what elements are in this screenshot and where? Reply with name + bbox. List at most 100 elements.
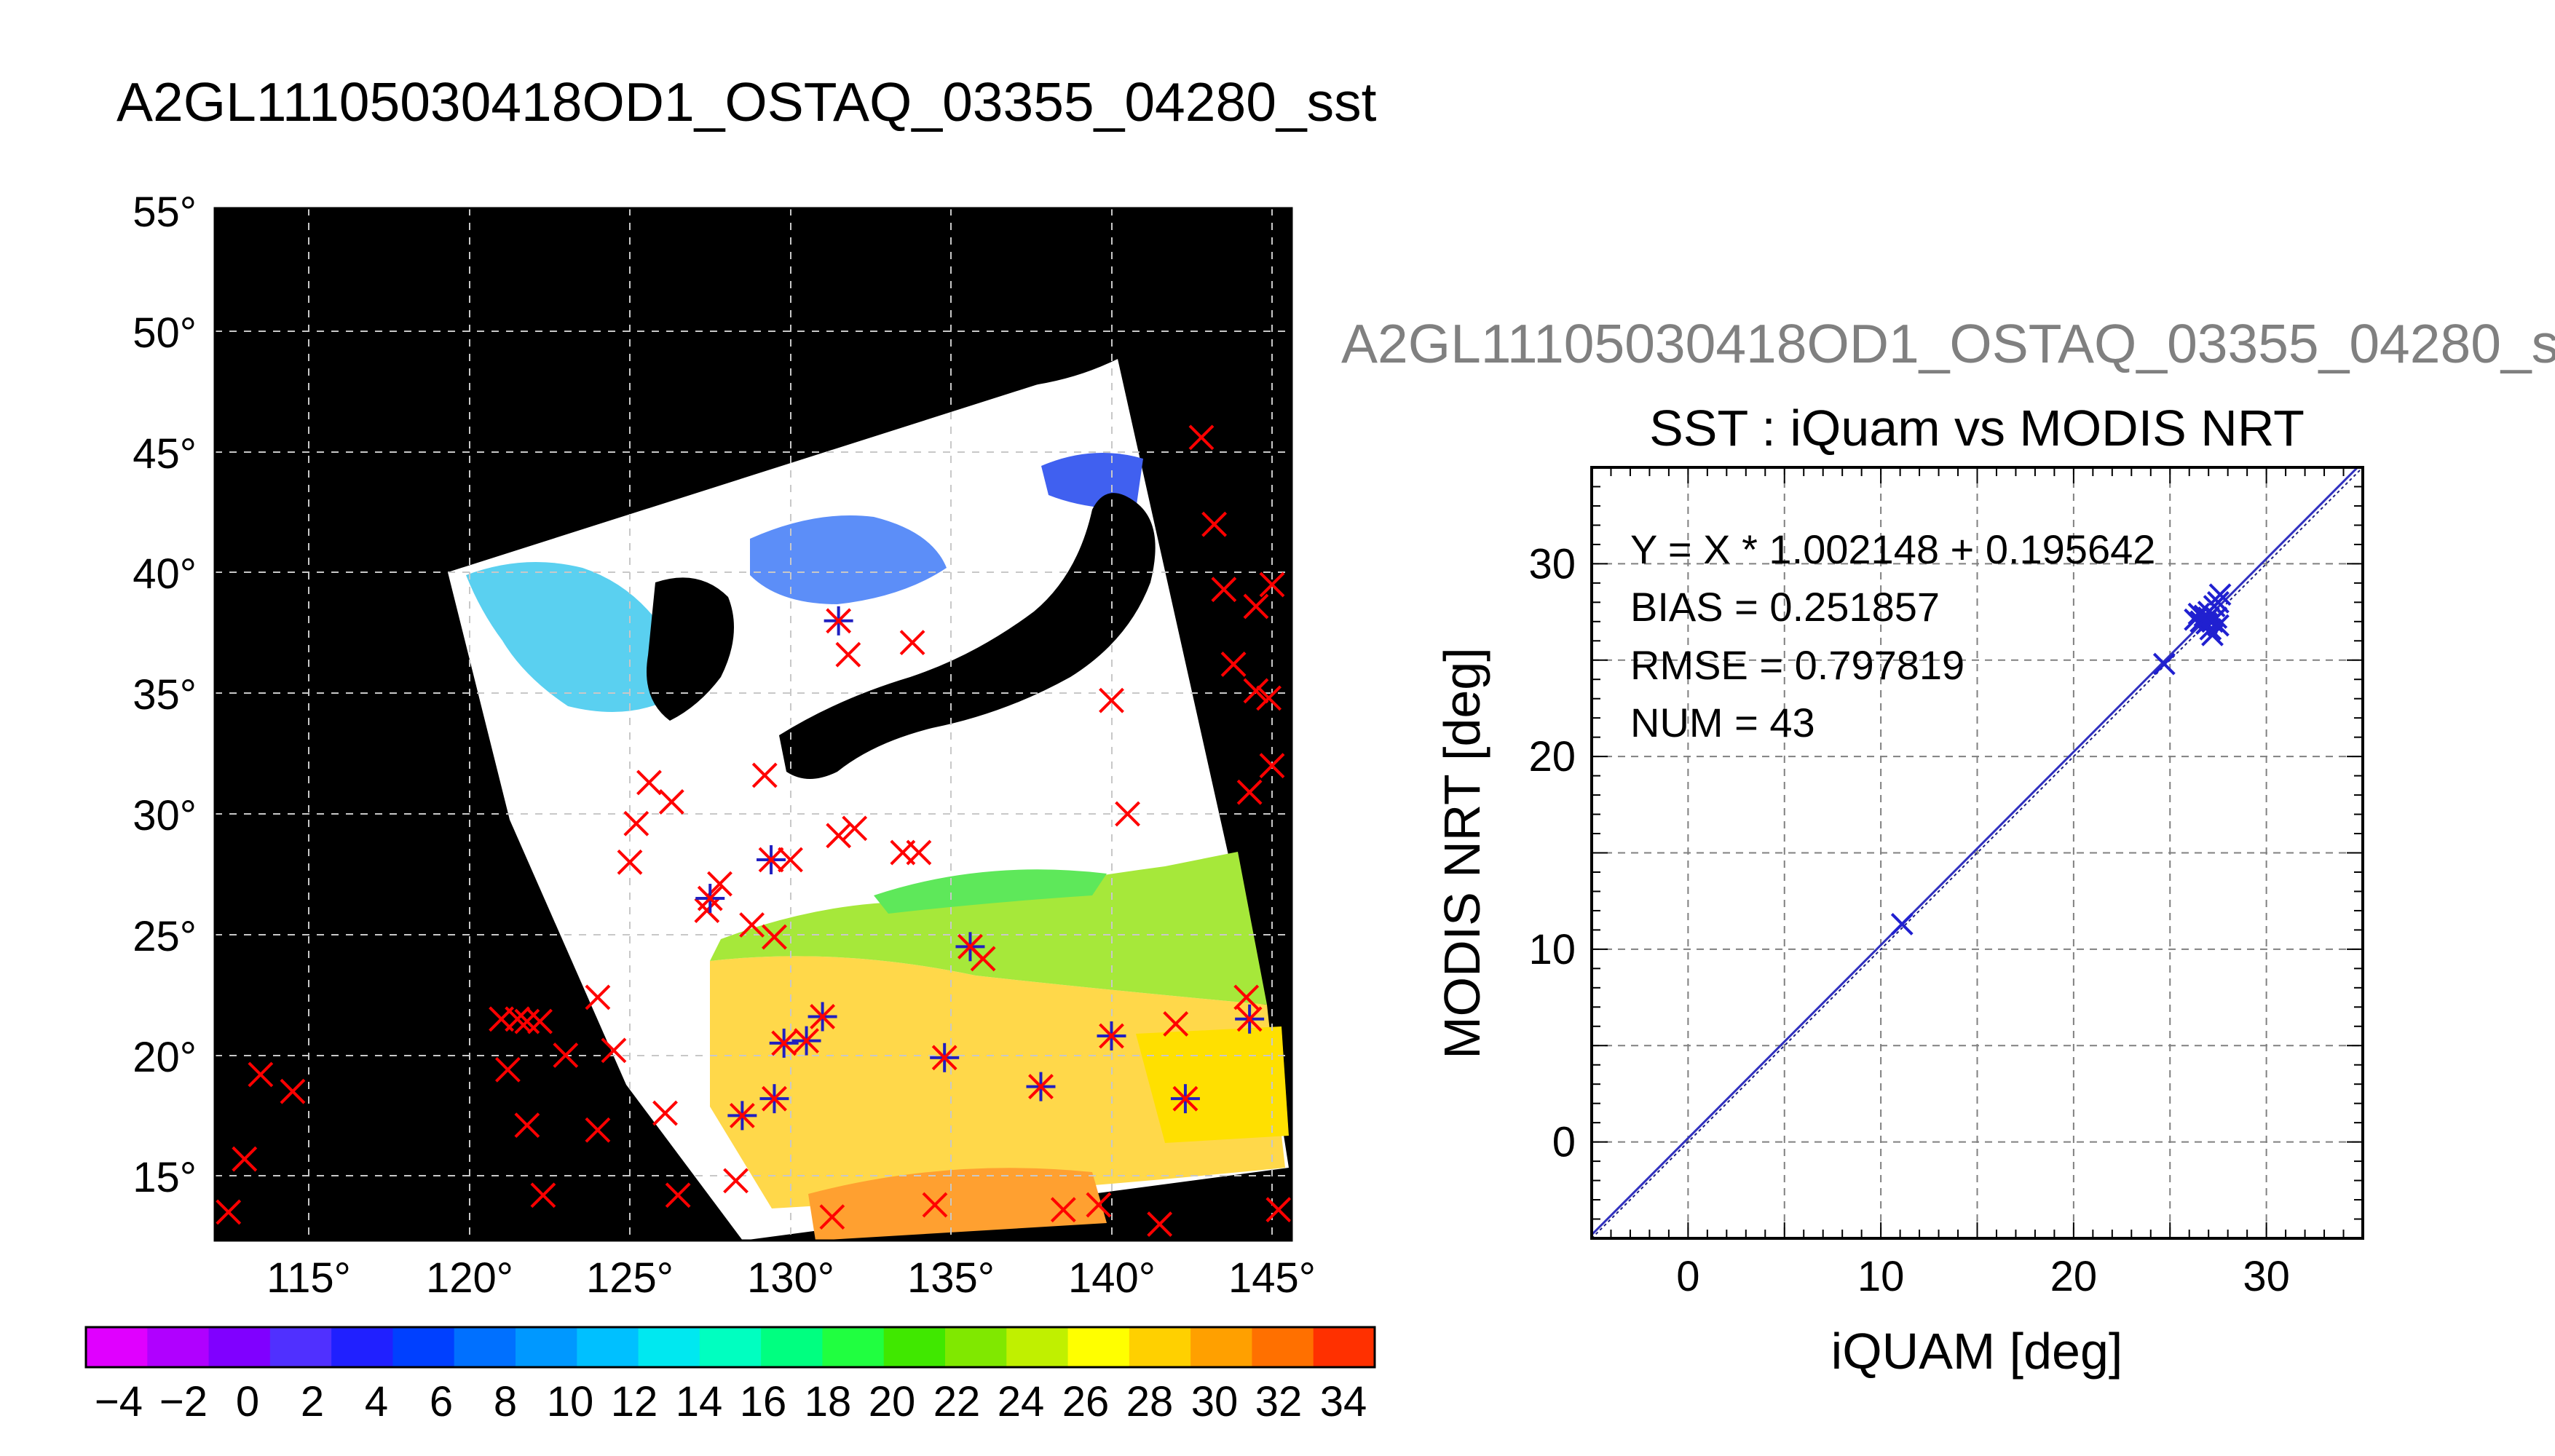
- lat-tick-label: 15°: [133, 1154, 197, 1201]
- colorbar-tick-label: 6: [430, 1378, 453, 1425]
- colorbar-swatch: [516, 1327, 578, 1367]
- in-situ-marker: [1233, 984, 1260, 1010]
- in-situ-marker: [1220, 652, 1247, 677]
- colorbar-tick-label: 4: [365, 1378, 388, 1425]
- lon-tick-label: 140°: [1068, 1254, 1156, 1302]
- in-situ-marker: [665, 1182, 691, 1208]
- colorbar-swatch: [883, 1327, 946, 1367]
- y-tick-label: 30: [1528, 540, 1576, 587]
- in-situ-marker: [1236, 779, 1263, 805]
- in-situ-marker: [835, 641, 861, 668]
- sst-region-yellowsea: [466, 562, 675, 712]
- sst-region-green-north: [874, 869, 1107, 914]
- matched-marker: [930, 1042, 960, 1072]
- matched-marker: [1097, 1021, 1126, 1051]
- lat-tick-label: 45°: [133, 430, 197, 478]
- in-situ-marker: [1163, 1010, 1189, 1037]
- sst-map: [215, 208, 1292, 1241]
- in-situ-marker: [527, 1008, 553, 1034]
- y-tick-label: 10: [1528, 926, 1576, 973]
- colorbar-tick-label: 32: [1255, 1378, 1303, 1425]
- colorbar-swatch: [208, 1327, 271, 1367]
- colorbar-swatch: [699, 1327, 762, 1367]
- colorbar-tick-label: 12: [611, 1378, 658, 1425]
- matched-marker: [1235, 1004, 1265, 1034]
- scatter-title: SST : iQuam vs MODIS NRT: [1649, 400, 2305, 456]
- sst-region-orange-south: [808, 1168, 1107, 1241]
- matched-marker: [791, 1026, 821, 1056]
- in-situ-marker: [505, 1006, 531, 1032]
- in-situ-marker: [232, 1146, 258, 1172]
- scatter-point: [1890, 913, 1914, 935]
- map-title: A2GL11105030418OD1_OSTAQ_03355_04280_sst: [117, 71, 1377, 132]
- colorbar-tick-label: 10: [547, 1378, 594, 1425]
- in-situ-marker: [216, 1199, 242, 1225]
- in-situ-marker: [617, 849, 643, 875]
- num-value: NUM = 43: [1630, 700, 1815, 745]
- x-tick-label: 0: [1676, 1253, 1699, 1300]
- colorbar-swatch: [577, 1327, 639, 1367]
- matched-marker: [955, 932, 985, 962]
- in-situ-marker: [658, 789, 684, 815]
- colorbar-swatch: [761, 1327, 824, 1367]
- map-lat-labels: 55° 50° 45° 40° 35° 30° 25° 20° 15°: [133, 189, 197, 1201]
- matched-marker: [1170, 1084, 1200, 1114]
- lon-tick-label: 115°: [266, 1254, 351, 1302]
- in-situ-marker: [495, 1056, 521, 1083]
- in-situ-marker: [1256, 685, 1282, 711]
- colorbar-tick-label: 20: [869, 1378, 916, 1425]
- colorbar-swatch: [392, 1327, 455, 1367]
- fit-lines: [1592, 467, 2363, 1238]
- colorbar-swatch: [1190, 1327, 1253, 1367]
- x-tick-labels: 0 10 20 30: [1676, 1253, 2290, 1300]
- in-situ-marker: [514, 1112, 540, 1139]
- colorbar-tick-label: 14: [676, 1378, 723, 1425]
- lon-tick-label: 145°: [1228, 1254, 1316, 1302]
- in-situ-marker: [248, 1061, 274, 1088]
- lat-tick-label: 50°: [133, 309, 197, 357]
- sst-region-green-band: [710, 852, 1267, 1005]
- colorbar-swatch: [1313, 1327, 1375, 1367]
- lat-tick-label: 20°: [133, 1034, 197, 1081]
- in-situ-marker: [280, 1078, 306, 1104]
- colorbar-tick-label: 18: [805, 1378, 852, 1425]
- scatter-title-gray: A2GL11105030418OD1_OSTAQ_03355_04280_sst: [1341, 313, 2555, 374]
- matched-marker: [807, 1002, 837, 1032]
- in-situ-marker: [514, 1008, 540, 1034]
- colorbar-tick-label: 8: [494, 1378, 517, 1425]
- in-situ-marker: [739, 912, 765, 938]
- in-situ-marker: [723, 1168, 749, 1194]
- land-mainland: [215, 306, 1118, 582]
- lat-tick-label: 55°: [133, 189, 197, 236]
- colorbar-swatch: [822, 1327, 885, 1367]
- in-situ-marker: [1243, 593, 1269, 620]
- colorbar-swatch: [331, 1327, 394, 1367]
- colorbar-swatch: [1252, 1327, 1314, 1367]
- lat-tick-label: 25°: [133, 913, 197, 960]
- colorbar-tick-label: 30: [1191, 1378, 1239, 1425]
- bias-value: BIAS = 0.251857: [1630, 584, 1940, 630]
- matched-marker: [769, 1028, 799, 1058]
- land-japan: [779, 493, 1156, 779]
- in-situ-marker: [922, 1192, 948, 1218]
- in-situ-marker: [826, 823, 852, 849]
- in-situ-marker: [778, 847, 803, 873]
- colorbar-swatch: [945, 1327, 1008, 1367]
- colorbar-tick-label: 26: [1062, 1378, 1110, 1425]
- in-situ-markers: [216, 424, 1292, 1237]
- lon-tick-label: 120°: [426, 1254, 513, 1302]
- colorbar-tick-label: 2: [301, 1378, 324, 1425]
- matched-marker: [757, 844, 786, 874]
- scatter-grid: [1592, 467, 2363, 1238]
- in-situ-marker: [751, 762, 778, 788]
- colorbar-swatch: [1006, 1327, 1069, 1367]
- lat-tick-label: 35°: [133, 671, 197, 719]
- lon-tick-label: 135°: [907, 1254, 995, 1302]
- scatter-point: [2207, 590, 2230, 614]
- matched-marker: [1026, 1072, 1056, 1101]
- colorbar-swatch: [1067, 1327, 1130, 1367]
- colorbar-swatch: [1129, 1327, 1192, 1367]
- sst-region-warm-band: [710, 956, 1285, 1208]
- colorbar-tick-label: 28: [1126, 1378, 1174, 1425]
